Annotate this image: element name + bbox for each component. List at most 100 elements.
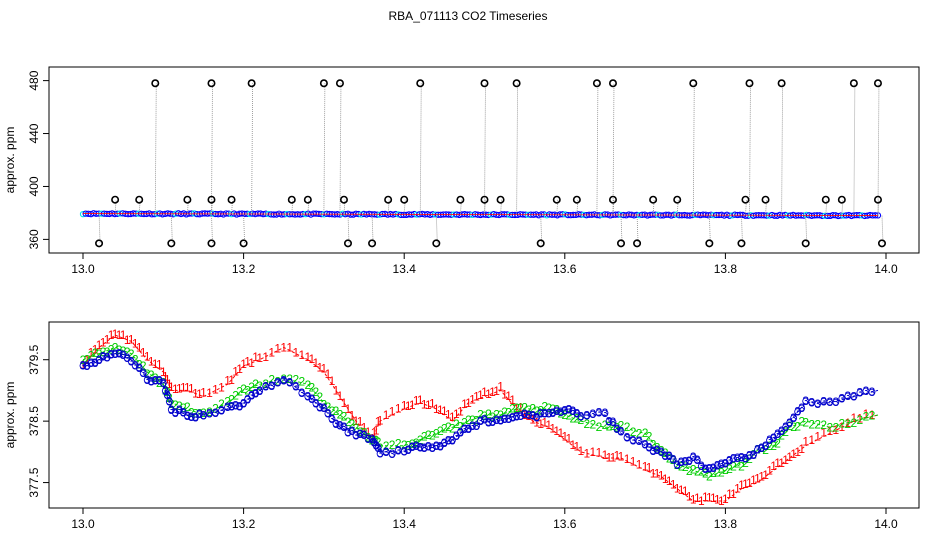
series-3-marker: 3	[662, 449, 669, 463]
series-2-marker: 2	[674, 458, 681, 472]
spike-mid-point	[572, 195, 581, 204]
spike-low-line	[371, 214, 374, 244]
series-1-marker: 1	[762, 468, 769, 482]
series-3-marker: 3	[774, 427, 781, 441]
series-3-marker: 3	[790, 411, 797, 425]
series-3-marker: 3	[148, 375, 155, 389]
series-2-marker: 2	[722, 463, 729, 477]
series-3-marker: 3	[132, 359, 139, 373]
series-1-marker: 1	[714, 493, 721, 507]
series-2-marker: 2	[808, 417, 815, 431]
series-1-marker: 1	[80, 358, 87, 372]
series-1-marker: 1	[373, 424, 380, 438]
series-1-marker: 1	[826, 424, 833, 438]
spike-mid-point	[873, 195, 882, 204]
series-3-circle	[573, 409, 581, 417]
series-2-marker: 2	[425, 428, 432, 442]
series-3-circle	[782, 423, 790, 431]
series-3-circle	[298, 389, 306, 397]
series-3-circle	[742, 455, 749, 463]
series-1-marker: 1	[405, 399, 412, 413]
series-3-circle	[750, 451, 757, 459]
series-3-circle	[344, 429, 352, 437]
series-1-marker: 1	[152, 357, 159, 371]
series-3-circle	[609, 418, 617, 426]
spike-low-point	[95, 239, 104, 248]
spike-mid-point	[111, 195, 120, 204]
series-1-marker: 1	[533, 416, 540, 430]
series-3-marker: 3	[493, 413, 500, 427]
series-3-circle	[252, 389, 260, 397]
series-1-marker: 1	[489, 385, 496, 399]
series-3-circle	[623, 434, 631, 441]
spike-mid-point	[339, 195, 348, 204]
series-1-marker: 1	[537, 417, 544, 431]
series-1-marker: 1	[240, 357, 247, 371]
series-3-marker: 3	[325, 407, 332, 421]
series-3-circle	[762, 442, 769, 450]
series-3-marker: 3	[782, 420, 789, 434]
series-3-marker: 3	[92, 356, 99, 370]
series-2-marker: 2	[545, 401, 552, 415]
series-1-marker: 1	[686, 489, 693, 503]
series-3-circle	[705, 464, 713, 472]
series-3-circle	[713, 462, 721, 470]
series-1-marker: 1	[646, 461, 653, 475]
series-1-marker: 1	[678, 483, 685, 497]
series-3-marker: 3	[120, 348, 127, 362]
series-3-circle	[244, 395, 252, 403]
series-3-marker: 3	[742, 452, 749, 466]
spike-low-point	[368, 239, 377, 248]
series-3-circle	[440, 439, 448, 447]
series-3-marker: 3	[256, 384, 263, 398]
spike-low-point	[536, 239, 545, 248]
series-2-marker: 2	[636, 426, 643, 440]
series-1-marker: 1	[497, 379, 504, 393]
series-1-marker: 1	[820, 425, 827, 439]
series-3-circle	[729, 455, 737, 463]
series-2-marker: 2	[869, 408, 876, 422]
series-2-marker: 2	[192, 406, 199, 420]
series-3-circle	[537, 409, 545, 417]
series-1-marker: 1	[140, 346, 147, 360]
series-3-circle	[657, 448, 665, 456]
series-3-marker: 3	[80, 359, 87, 373]
series-2-marker: 2	[421, 429, 428, 443]
series-3-marker: 3	[116, 346, 123, 360]
series-3-circle	[376, 450, 384, 458]
series-3-marker: 3	[176, 403, 183, 417]
series-3-marker: 3	[786, 416, 793, 430]
spike-mid-line	[138, 199, 141, 214]
series-1-marker: 1	[162, 369, 169, 383]
spike-mid-line	[825, 199, 828, 216]
series-3-marker: 3	[584, 409, 591, 423]
series-3-circle	[685, 457, 693, 465]
series-3-marker: 3	[553, 404, 560, 418]
series-3-marker: 3	[465, 422, 472, 436]
y-axis-label: approx. ppm	[3, 382, 17, 449]
series-1-marker: 1	[718, 494, 725, 508]
series-2-marker: 2	[96, 347, 103, 361]
series-3-circle	[665, 452, 673, 460]
series-1-marker: 1	[212, 383, 219, 397]
spike-mid-point	[183, 195, 192, 204]
series-2-marker: 2	[714, 466, 721, 480]
series-3-marker: 3	[144, 373, 151, 387]
series-1-marker: 1	[521, 408, 528, 422]
spike-low-point	[633, 239, 642, 248]
series-3-circle	[87, 359, 95, 367]
series-3-marker: 3	[212, 406, 219, 420]
series-1-marker: 1	[469, 393, 476, 407]
series-1-marker: 1	[636, 458, 643, 472]
series-1-marker: 1	[92, 342, 99, 356]
series-3-marker: 3	[718, 457, 725, 471]
series-3-marker: 3	[345, 426, 352, 440]
spike-high-line	[516, 83, 519, 215]
spike-mid-point	[741, 195, 750, 204]
series-1-marker: 1	[465, 396, 472, 410]
series-3-circle	[681, 458, 689, 466]
series-1-marker: 1	[802, 435, 809, 449]
series-3-circle	[868, 388, 876, 396]
series-2-marker: 2	[176, 399, 183, 413]
spike-high-line	[596, 83, 599, 215]
